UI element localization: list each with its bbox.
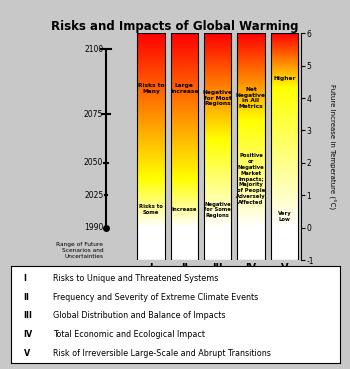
Bar <box>137 33 164 260</box>
Bar <box>271 33 298 260</box>
Text: 2050: 2050 <box>84 158 103 168</box>
Text: 2025: 2025 <box>84 191 103 200</box>
Text: V: V <box>24 349 30 358</box>
Text: Risk of Irreversible Large-Scale and Abrupt Transitions: Risk of Irreversible Large-Scale and Abr… <box>53 349 271 358</box>
Text: 2100: 2100 <box>84 45 103 54</box>
Text: Risks to
Many: Risks to Many <box>138 83 164 94</box>
Text: II: II <box>181 263 188 273</box>
Text: Risks to Unique and Threatened Systems: Risks to Unique and Threatened Systems <box>53 273 219 283</box>
Text: Negative
for Most
Regions: Negative for Most Regions <box>203 90 233 106</box>
Text: Very
Low: Very Low <box>278 211 291 222</box>
Text: V: V <box>281 263 288 273</box>
Text: I: I <box>24 273 27 283</box>
Text: IV: IV <box>245 263 257 273</box>
Text: Global Distribution and Balance of Impacts: Global Distribution and Balance of Impac… <box>53 311 226 321</box>
Text: 1990: 1990 <box>84 223 103 232</box>
Text: III: III <box>24 311 33 321</box>
Text: Range of Future
Scenarios and
Uncertainties: Range of Future Scenarios and Uncertaint… <box>56 242 103 259</box>
Bar <box>204 33 231 260</box>
Text: Large
Increase: Large Increase <box>170 83 198 94</box>
Text: Net
Negative
in All
Metrics: Net Negative in All Metrics <box>236 87 266 109</box>
Text: Positive
or
Negative
Market
Impacts;
Majority
of People
Adversely
Affected: Positive or Negative Market Impacts; Maj… <box>236 154 266 205</box>
Text: Risks to
Some: Risks to Some <box>139 204 163 215</box>
Text: I: I <box>149 263 153 273</box>
Bar <box>237 33 265 260</box>
Bar <box>171 33 198 260</box>
Text: II: II <box>24 293 30 301</box>
Text: Frequency and Severity of Extreme Climate Events: Frequency and Severity of Extreme Climat… <box>53 293 259 301</box>
Y-axis label: Future Increase in Temperature (°C): Future Increase in Temperature (°C) <box>328 84 335 209</box>
Text: Higher: Higher <box>273 76 296 81</box>
Text: IV: IV <box>24 331 33 339</box>
Text: Negative
for Some
Regions: Negative for Some Regions <box>204 201 231 218</box>
Text: Risks and Impacts of Global Warming: Risks and Impacts of Global Warming <box>51 20 299 33</box>
Text: Total Economic and Ecological Impact: Total Economic and Ecological Impact <box>53 331 205 339</box>
Text: Increase: Increase <box>172 207 197 213</box>
Text: III: III <box>212 263 223 273</box>
Text: 2075: 2075 <box>84 110 103 119</box>
